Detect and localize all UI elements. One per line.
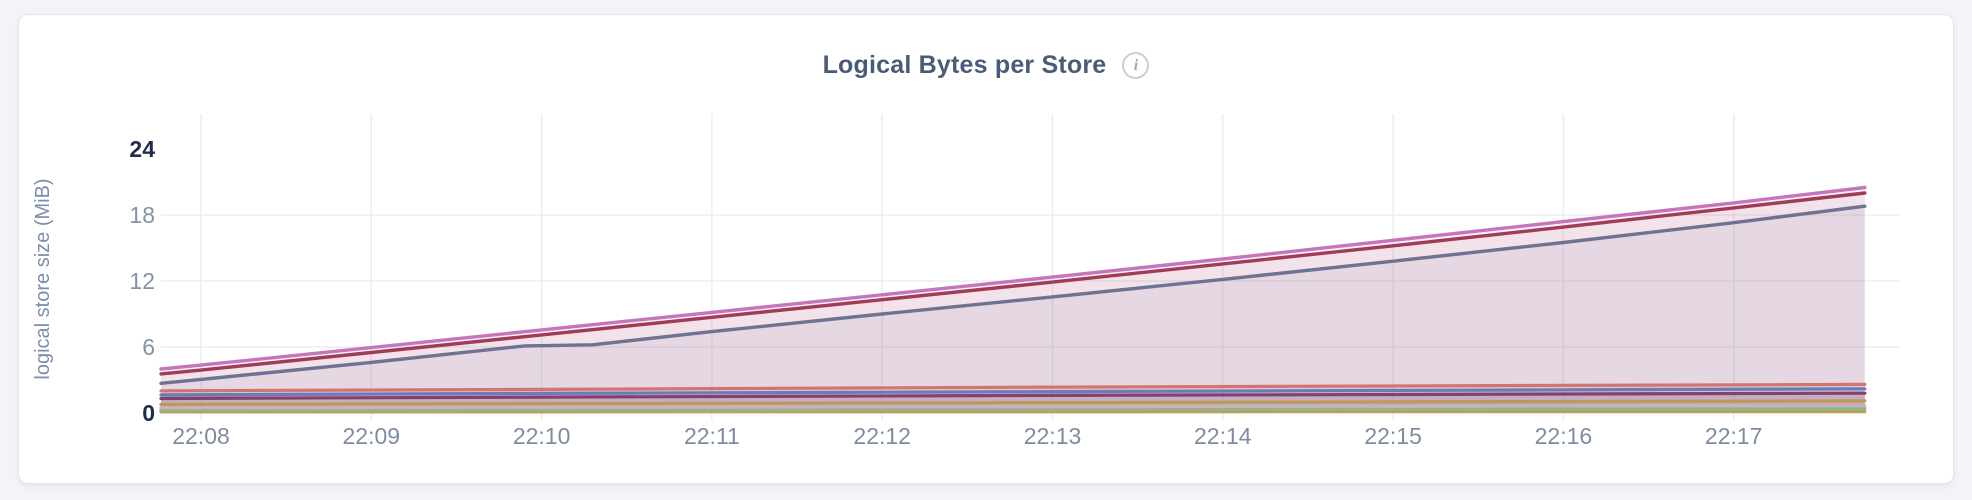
series-line-plum-flat (159, 391, 1867, 401)
info-icon[interactable]: i (1122, 52, 1150, 79)
series-line-slate-rising (159, 204, 1867, 385)
y-axis-label: logical store size (MiB) (32, 178, 54, 379)
series-line-orchid-rising (159, 185, 1867, 371)
series-line-gold-flat (159, 399, 1867, 406)
x-tick-label: 22:08 (172, 423, 230, 449)
y-tick-label: 6 (142, 334, 155, 360)
series-line-salmon-flat (159, 382, 1867, 393)
y-tick-label: 0 (142, 400, 155, 426)
series-line-mauve-flat (159, 404, 1867, 410)
y-tick-label: 12 (129, 268, 155, 294)
x-tick-label: 22:13 (1024, 423, 1082, 449)
chart-header: Logical Bytes per Store i (19, 51, 1953, 80)
x-tick-label: 22:17 (1705, 423, 1763, 449)
series-line-crimson-rising (159, 191, 1867, 376)
y-tick-label: 24 (129, 136, 155, 162)
series-lines (159, 185, 1867, 414)
x-tick-label: 22:09 (343, 423, 401, 449)
series-line-green-flat (159, 407, 1867, 412)
x-tick-label: 22:11 (684, 423, 740, 449)
x-axis-ticks: 22:08 22:09 22:10 22:11 22:12 22:13 22:14 22:15… (172, 423, 1762, 449)
x-tick-label: 22:14 (1194, 423, 1252, 449)
chart-title: Logical Bytes per Store (822, 51, 1107, 79)
series-area-crimson-rising (161, 193, 1865, 413)
y-tick-label: 18 (129, 202, 155, 228)
x-tick-label: 22:16 (1535, 423, 1593, 449)
series-line-blue-flat (159, 387, 1867, 397)
chart-card: 0 6 12 18 24 logical store size (MiB) 22:08 22:… (18, 14, 1954, 484)
x-tick-label: 22:15 (1364, 423, 1422, 449)
y-axis-ticks: 0 6 12 18 24 (129, 136, 155, 426)
series-area-slate-rising (161, 206, 1865, 413)
x-tick-label: 22:10 (513, 423, 571, 449)
x-tick-label: 22:12 (853, 423, 911, 449)
